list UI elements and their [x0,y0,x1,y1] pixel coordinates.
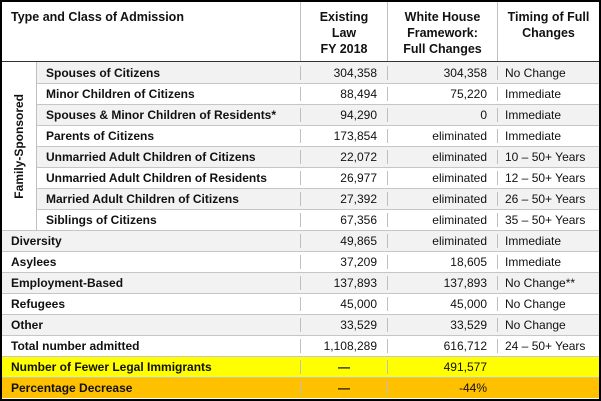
row-label: Unmarried Adult Children of Citizens [46,150,256,164]
row-label: Refugees [11,297,66,311]
existing-law-value: 67,356 [300,213,387,227]
header-type-class: Type and Class of Admission [11,10,184,24]
timing-value: Immediate [497,87,599,101]
family-sponsored-label: Family-Sponsored [12,93,26,199]
existing-law-value: 94,290 [300,108,387,122]
timing-value: 35 – 50+ Years [497,213,599,227]
framework-value: eliminated [387,213,497,227]
framework-value: eliminated [387,129,497,143]
row-label: Parents of Citizens [46,129,155,143]
table-row: Siblings of Citizens 67,356 eliminated 3… [2,209,599,230]
existing-law-value: — [300,381,387,395]
existing-law-value: 27,392 [300,192,387,206]
existing-law-value: 49,865 [300,234,387,248]
existing-law-value: 137,893 [300,276,387,290]
row-label: Married Adult Children of Citizens [46,192,239,206]
timing-value: 12 – 50+ Years [497,171,599,185]
row-label: Diversity [11,234,62,248]
framework-value: 616,712 [387,339,497,353]
table-row: Spouses & Minor Children of Residents* 9… [2,104,599,125]
existing-law-value: 45,000 [300,297,387,311]
framework-value: -44% [387,381,497,395]
framework-value: eliminated [387,192,497,206]
existing-law-value: 1,108,289 [300,339,387,353]
timing-value: No Change [497,297,599,311]
table-header: Type and Class of Admission Existing Law… [2,2,599,62]
existing-law-value: — [300,360,387,374]
table-row: Spouses of Citizens 304,358 304,358 No C… [2,62,599,83]
row-label: Other [11,318,44,332]
row-label: Spouses of Citizens [46,65,161,80]
framework-value: 33,529 [387,318,497,332]
existing-law-value: 22,072 [300,150,387,164]
table-row: Minor Children of Citizens 88,494 75,220… [2,83,599,104]
row-label: Total number admitted [11,339,140,353]
row-label: Spouses & Minor Children of Residents* [46,108,277,122]
header-framework: White House Framework: Full Changes [387,2,497,61]
existing-law-value: 173,854 [300,129,387,143]
table-row-percentage-decrease: Percentage Decrease — -44% [2,377,599,398]
framework-value: eliminated [387,234,497,248]
table-row-total: Total number admitted 1,108,289 616,712 … [2,335,599,356]
header-timing: Timing of Full Changes [497,2,599,61]
timing-value: No Change [497,318,599,332]
timing-value: No Change [497,65,599,80]
table-row: Refugees 45,000 45,000 No Change [2,293,599,314]
row-label: Asylees [11,255,57,269]
framework-value: 75,220 [387,87,497,101]
table-row: Asylees 37,209 18,605 Immediate [2,251,599,272]
timing-value: Immediate [497,234,599,248]
existing-law-value: 304,358 [300,65,387,80]
row-label: Number of Fewer Legal Immigrants [11,360,212,374]
table-row-fewer-immigrants: Number of Fewer Legal Immigrants — 491,5… [2,356,599,377]
table-row: Unmarried Adult Children of Residents 26… [2,167,599,188]
timing-value: 10 – 50+ Years [497,150,599,164]
framework-value: eliminated [387,171,497,185]
row-label: Percentage Decrease [11,381,133,395]
framework-value: 18,605 [387,255,497,269]
framework-value: 491,577 [387,360,497,374]
timing-value: Immediate [497,108,599,122]
timing-value: No Change** [497,276,599,290]
timing-value: Immediate [497,129,599,143]
framework-value: 0 [387,108,497,122]
row-label: Minor Children of Citizens [46,87,195,101]
row-label: Siblings of Citizens [46,213,157,227]
existing-law-value: 26,977 [300,171,387,185]
row-label: Unmarried Adult Children of Residents [46,171,267,185]
table-row: Employment-Based 137,893 137,893 No Chan… [2,272,599,293]
existing-law-value: 37,209 [300,255,387,269]
framework-value: 137,893 [387,276,497,290]
framework-value: 45,000 [387,297,497,311]
table-row: Diversity 49,865 eliminated Immediate [2,230,599,251]
framework-value: 304,358 [387,65,497,80]
table-row: Parents of Citizens 173,854 eliminated I… [2,125,599,146]
existing-law-value: 33,529 [300,318,387,332]
row-label: Employment-Based [11,276,124,290]
family-sponsored-group-cell: Family-Sponsored [2,62,37,230]
timing-value: 26 – 50+ Years [497,192,599,206]
timing-value: Immediate [497,255,599,269]
timing-value: 24 – 50+ Years [497,339,599,353]
table-body: Family-Sponsored Spouses of Citizens 304… [2,62,599,398]
existing-law-value: 88,494 [300,87,387,101]
table-row: Other 33,529 33,529 No Change [2,314,599,335]
framework-value: eliminated [387,150,497,164]
header-existing-law: Existing Law FY 2018 [300,2,387,61]
table-row: Unmarried Adult Children of Citizens 22,… [2,146,599,167]
table-row: Married Adult Children of Citizens 27,39… [2,188,599,209]
